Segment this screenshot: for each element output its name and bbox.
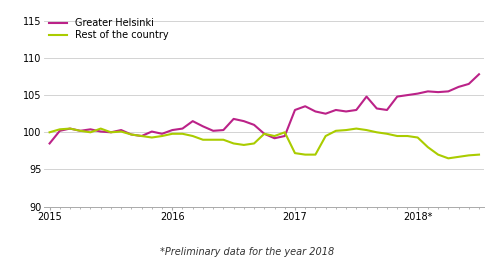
- Greater Helsinki: [77, 129, 83, 132]
- Greater Helsinki: [272, 137, 278, 140]
- Greater Helsinki: [261, 132, 267, 135]
- Rest of the country: [292, 152, 298, 155]
- Greater Helsinki: [302, 105, 308, 108]
- Rest of the country: [312, 153, 318, 156]
- Rest of the country: [241, 143, 247, 147]
- Rest of the country: [384, 132, 390, 135]
- Greater Helsinki: [57, 129, 63, 132]
- Greater Helsinki: [374, 107, 380, 110]
- Greater Helsinki: [466, 82, 472, 86]
- Greater Helsinki: [323, 112, 329, 115]
- Rest of the country: [108, 131, 114, 134]
- Greater Helsinki: [353, 108, 359, 112]
- Rest of the country: [200, 138, 206, 141]
- Rest of the country: [169, 132, 175, 135]
- Rest of the country: [190, 134, 196, 138]
- Greater Helsinki: [190, 120, 196, 123]
- Rest of the country: [220, 138, 226, 141]
- Rest of the country: [98, 127, 104, 130]
- Greater Helsinki: [446, 90, 452, 93]
- Rest of the country: [435, 153, 441, 156]
- Greater Helsinki: [282, 134, 288, 138]
- Greater Helsinki: [405, 94, 411, 97]
- Greater Helsinki: [46, 142, 52, 145]
- Text: *Preliminary data for the year 2018: *Preliminary data for the year 2018: [160, 247, 334, 257]
- Rest of the country: [231, 142, 237, 145]
- Greater Helsinki: [231, 117, 237, 121]
- Rest of the country: [323, 134, 329, 138]
- Greater Helsinki: [435, 91, 441, 94]
- Rest of the country: [210, 138, 216, 141]
- Rest of the country: [139, 134, 145, 138]
- Rest of the country: [128, 133, 134, 136]
- Rest of the country: [405, 134, 411, 138]
- Rest of the country: [179, 132, 185, 135]
- Greater Helsinki: [333, 108, 339, 112]
- Rest of the country: [261, 132, 267, 135]
- Greater Helsinki: [394, 95, 400, 98]
- Rest of the country: [414, 136, 420, 139]
- Greater Helsinki: [200, 125, 206, 128]
- Greater Helsinki: [87, 128, 93, 131]
- Greater Helsinki: [67, 127, 73, 130]
- Rest of the country: [77, 129, 83, 132]
- Greater Helsinki: [476, 73, 482, 76]
- Rest of the country: [87, 131, 93, 134]
- Greater Helsinki: [414, 92, 420, 95]
- Greater Helsinki: [98, 130, 104, 133]
- Greater Helsinki: [384, 108, 390, 112]
- Greater Helsinki: [220, 129, 226, 132]
- Rest of the country: [118, 130, 124, 133]
- Greater Helsinki: [179, 127, 185, 130]
- Legend: Greater Helsinki, Rest of the country: Greater Helsinki, Rest of the country: [47, 16, 170, 42]
- Rest of the country: [251, 142, 257, 145]
- Line: Greater Helsinki: Greater Helsinki: [49, 74, 479, 143]
- Rest of the country: [374, 131, 380, 134]
- Rest of the country: [455, 155, 461, 158]
- Greater Helsinki: [169, 129, 175, 132]
- Rest of the country: [57, 128, 63, 131]
- Rest of the country: [67, 127, 73, 130]
- Greater Helsinki: [343, 110, 349, 113]
- Greater Helsinki: [312, 110, 318, 113]
- Greater Helsinki: [128, 133, 134, 136]
- Rest of the country: [282, 131, 288, 134]
- Greater Helsinki: [108, 131, 114, 134]
- Rest of the country: [446, 157, 452, 160]
- Rest of the country: [425, 145, 431, 149]
- Rest of the country: [333, 129, 339, 132]
- Rest of the country: [343, 129, 349, 132]
- Greater Helsinki: [292, 108, 298, 112]
- Rest of the country: [159, 134, 165, 138]
- Greater Helsinki: [364, 95, 370, 98]
- Rest of the country: [466, 154, 472, 157]
- Rest of the country: [302, 153, 308, 156]
- Rest of the country: [272, 134, 278, 138]
- Rest of the country: [476, 153, 482, 156]
- Greater Helsinki: [159, 132, 165, 135]
- Greater Helsinki: [425, 90, 431, 93]
- Greater Helsinki: [139, 134, 145, 138]
- Greater Helsinki: [118, 129, 124, 132]
- Greater Helsinki: [241, 120, 247, 123]
- Greater Helsinki: [210, 129, 216, 132]
- Greater Helsinki: [455, 85, 461, 89]
- Greater Helsinki: [149, 130, 155, 133]
- Rest of the country: [46, 131, 52, 134]
- Greater Helsinki: [251, 123, 257, 126]
- Rest of the country: [364, 129, 370, 132]
- Rest of the country: [149, 136, 155, 139]
- Rest of the country: [394, 134, 400, 138]
- Rest of the country: [353, 127, 359, 130]
- Line: Rest of the country: Rest of the country: [49, 129, 479, 158]
